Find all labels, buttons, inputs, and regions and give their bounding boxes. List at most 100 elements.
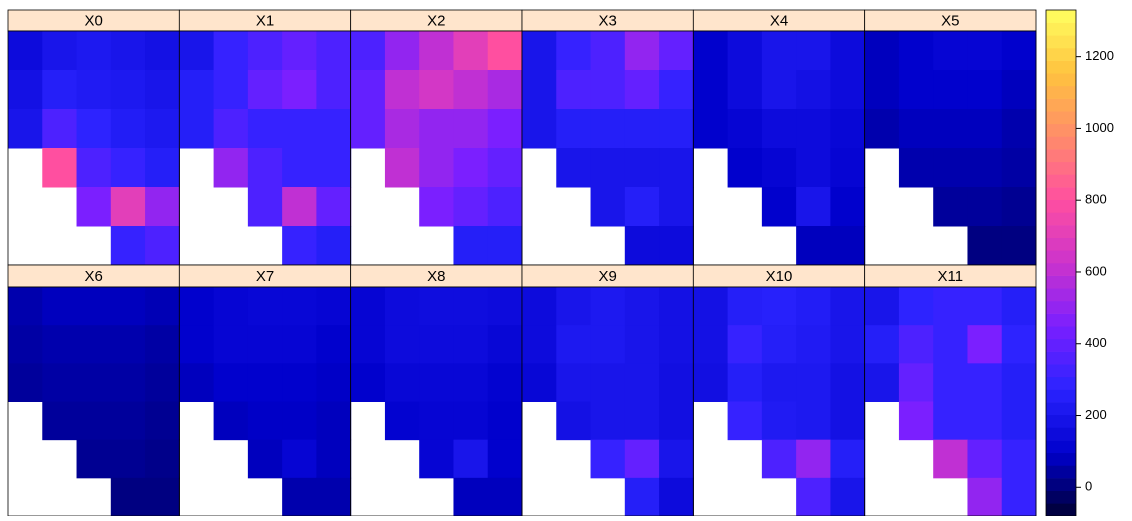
- colorbar-segment: [1046, 263, 1076, 276]
- raster-cell: [453, 439, 489, 479]
- raster-cell: [76, 363, 112, 402]
- raster-cell: [384, 287, 420, 326]
- raster-cell: [830, 363, 866, 402]
- raster-cell: [727, 31, 763, 71]
- raster-cell: [8, 363, 43, 402]
- raster-cell: [659, 31, 694, 71]
- raster-cell: [316, 401, 352, 441]
- tick-label: 0: [1085, 479, 1092, 494]
- raster-cell: [145, 325, 180, 364]
- raster-cell: [830, 287, 866, 326]
- raster-cell: [624, 226, 660, 266]
- raster-cell: [967, 401, 1003, 441]
- tick-label: 1200: [1085, 48, 1114, 63]
- raster-cell: [247, 287, 283, 326]
- raster-cell: [145, 70, 180, 110]
- raster-cell: [145, 363, 180, 402]
- colorbar-segment: [1046, 199, 1076, 213]
- raster-cell: [8, 109, 43, 149]
- raster-cell: [1001, 148, 1037, 188]
- raster-cell: [42, 31, 78, 71]
- raster-cell: [282, 226, 317, 266]
- panel-title: X4: [770, 12, 788, 29]
- colorbar-segment: [1046, 440, 1076, 454]
- raster-cell: [693, 70, 729, 110]
- raster-cell: [864, 287, 900, 326]
- raster-cell: [419, 148, 454, 188]
- raster-cell: [282, 287, 317, 326]
- raster-cell: [796, 287, 831, 326]
- colorbar-segment: [1046, 136, 1076, 150]
- raster-cell: [282, 109, 317, 149]
- raster-cell: [590, 148, 626, 188]
- raster-cell: [179, 325, 215, 364]
- raster-cell: [42, 70, 78, 110]
- raster-cell: [898, 401, 934, 441]
- raster-cell: [453, 325, 489, 364]
- raster-cell: [1001, 109, 1037, 149]
- raster-cell: [110, 439, 146, 479]
- raster-cell: [796, 148, 831, 188]
- raster-cell: [556, 109, 592, 149]
- raster-cell: [282, 148, 317, 188]
- colorbar-segment: [1046, 503, 1076, 517]
- raster-cell: [316, 148, 352, 188]
- raster-cell: [213, 31, 249, 71]
- raster-cell: [213, 363, 249, 402]
- raster-cell: [453, 401, 489, 441]
- raster-cell: [590, 70, 626, 110]
- raster-cell: [590, 187, 626, 227]
- raster-cell: [830, 401, 866, 441]
- raster-cell: [1001, 31, 1037, 71]
- raster-cell: [693, 325, 729, 364]
- colorbar-segment: [1046, 326, 1076, 340]
- raster-cell: [419, 187, 454, 227]
- raster-cell: [761, 148, 797, 188]
- raster-cell: [590, 363, 626, 402]
- raster-cell: [933, 70, 968, 110]
- raster-cell: [624, 439, 660, 479]
- raster-cell: [419, 70, 454, 110]
- raster-cell: [830, 148, 866, 188]
- raster-cell: [145, 401, 180, 441]
- raster-cell: [213, 325, 249, 364]
- raster-cell: [76, 70, 112, 110]
- raster-cell: [350, 325, 386, 364]
- raster-cell: [110, 187, 146, 227]
- raster-cell: [659, 226, 694, 266]
- raster-cell: [864, 363, 900, 402]
- colorbar-segment: [1046, 10, 1076, 23]
- raster-cell: [864, 109, 900, 149]
- raster-cell: [967, 70, 1003, 110]
- raster-cell: [624, 187, 660, 227]
- raster-cell: [145, 187, 180, 227]
- tick-label: 1000: [1085, 120, 1114, 135]
- raster-cell: [624, 70, 660, 110]
- raster-cell: [659, 287, 694, 326]
- raster-cell: [487, 477, 523, 517]
- raster-cell: [110, 148, 146, 188]
- raster-cell: [453, 70, 489, 110]
- raster-cell: [453, 477, 489, 517]
- raster-cell: [316, 363, 352, 402]
- raster-cell: [145, 287, 180, 326]
- raster-cell: [967, 325, 1003, 364]
- raster-cell: [213, 401, 249, 441]
- raster-cell: [76, 109, 112, 149]
- raster-cell: [419, 325, 454, 364]
- raster-cell: [796, 401, 831, 441]
- raster-cell: [316, 109, 352, 149]
- raster-cell: [1001, 70, 1037, 110]
- colorbar-segment: [1046, 174, 1076, 188]
- raster-cell: [898, 70, 934, 110]
- colorbar-segment: [1046, 300, 1076, 314]
- raster-cell: [624, 287, 660, 326]
- raster-cell: [898, 31, 934, 71]
- raster-cell: [145, 439, 180, 479]
- raster-cell: [761, 325, 797, 364]
- raster-cell: [830, 109, 866, 149]
- raster-cell: [556, 31, 592, 71]
- raster-cell: [522, 325, 557, 364]
- raster-cell: [282, 31, 317, 71]
- colorbar-segment: [1046, 237, 1076, 251]
